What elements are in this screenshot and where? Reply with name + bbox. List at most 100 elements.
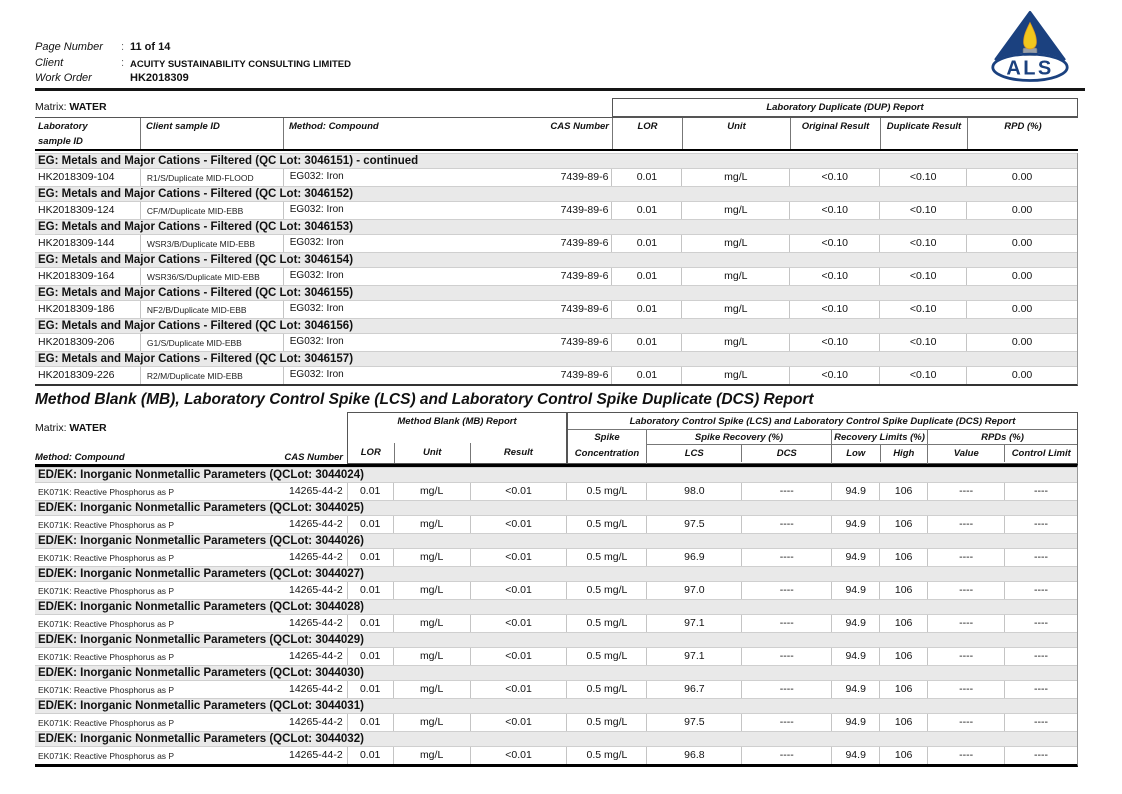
method-compound-cell: EG032: Iron (282, 334, 548, 351)
duplicate-result-cell: <0.10 (879, 202, 966, 219)
spike-line1: Spike (594, 432, 620, 443)
cas2-cell: 14265-44-2 (288, 716, 343, 728)
dup-data-row: HK2018309-164 WSR36/S/Duplicate MID-EBB … (35, 268, 1077, 285)
low-cell: 94.9 (831, 714, 879, 731)
result-cell: <0.01 (469, 681, 567, 698)
unit-cell: mg/L (681, 367, 789, 384)
mb-data-row: EK071K: Reactive Phosphorus as P 14265-4… (35, 516, 1077, 533)
col2-low: Low (846, 448, 866, 459)
mb-lcs-report-table: Matrix: WATER Method: Compound CAS Numbe… (35, 412, 1078, 772)
logo-flame-icon (1023, 21, 1037, 50)
qclot-group-header: ED/EK: Inorganic Nonmetallic Parameters … (35, 632, 1077, 648)
cas2-cell: 14265-44-2 (288, 683, 343, 695)
unit2-cell: mg/L (392, 714, 470, 731)
matrix-line-2: Matrix: WATER (35, 422, 107, 434)
spike-concentration-cell: 0.5 mg/L (566, 483, 646, 500)
cas-number-cell: 7439-89-6 (560, 237, 609, 249)
client-label: Client (35, 57, 64, 69)
duplicate-result-cell: <0.10 (879, 169, 966, 186)
dup-data-row: HK2018309-226 R2/M/Duplicate MID-EBB EG0… (35, 367, 1077, 384)
result-cell: <0.01 (469, 549, 567, 566)
unit2-cell: mg/L (392, 681, 470, 698)
value-cell: ---- (927, 483, 1004, 500)
high-cell: 106 (879, 582, 927, 599)
rpd-cell: 0.00 (966, 367, 1077, 384)
rpd-cell: 0.00 (966, 169, 1077, 186)
lcs-cell: 96.7 (646, 681, 741, 698)
page-number-label: Page Number (35, 41, 103, 53)
low-cell: 94.9 (831, 582, 879, 599)
dcs-cell: ---- (741, 681, 831, 698)
lcs-cell: 97.5 (646, 714, 741, 731)
low-cell: 94.9 (831, 483, 879, 500)
lab-sample-id-cell: HK2018309-124 (38, 204, 115, 216)
header-rule (35, 88, 1085, 91)
lor-cell: 0.01 (611, 169, 681, 186)
lab-sample-id-cell: HK2018309-104 (38, 171, 115, 183)
low-cell: 94.9 (831, 681, 879, 698)
client-value: ACUITY SUSTAINABILITY CONSULTING LIMITED (130, 59, 351, 70)
col-lor: LOR (612, 118, 682, 149)
spike-concentration-cell: 0.5 mg/L (566, 747, 646, 764)
mb-data-row: EK071K: Reactive Phosphorus as P 14265-4… (35, 747, 1077, 764)
dcs-cell: ---- (741, 648, 831, 665)
method2-cell: EK071K: Reactive Phosphorus as P (38, 718, 175, 728)
method-compound-cell: EG032: Iron (282, 301, 548, 318)
original-result-cell: <0.10 (789, 169, 879, 186)
method-compound-cell: EG032: Iron (282, 235, 548, 252)
result-cell: <0.01 (469, 615, 567, 632)
qc-lot-group-header: EG: Metals and Major Cations - Filtered … (35, 153, 1077, 169)
method2-cell: EK071K: Reactive Phosphorus as P (38, 751, 175, 761)
dup-data-row: HK2018309-144 WSR3/B/Duplicate MID-EBB E… (35, 235, 1077, 252)
client-sample-id-cell: WSR3/B/Duplicate MID-EBB (139, 235, 283, 252)
method2-cell: EK071K: Reactive Phosphorus as P (38, 619, 175, 629)
lor-cell: 0.01 (611, 301, 681, 318)
col-lab-line2: sample ID (38, 136, 83, 147)
original-result-cell: <0.10 (789, 367, 879, 384)
method-compound-cell: EG032: Iron (282, 169, 548, 186)
high-cell: 106 (879, 714, 927, 731)
col2-cas-number: CAS Number (284, 452, 343, 463)
cas2-cell: 14265-44-2 (288, 551, 343, 563)
col-duplicate-result: Duplicate Result (880, 118, 967, 149)
dup-rows: EG: Metals and Major Cations - Filtered … (35, 153, 1078, 386)
spike-concentration-cell: 0.5 mg/L (566, 714, 646, 731)
spike-concentration-cell: 0.5 mg/L (566, 681, 646, 698)
dup-span-header-box: Laboratory Duplicate (DUP) Report (612, 98, 1078, 117)
lcs-cell: 96.9 (646, 549, 741, 566)
unit2-cell: mg/L (392, 648, 470, 665)
method-compound-cell: EG032: Iron (282, 202, 548, 219)
qclot-group-header: ED/EK: Inorganic Nonmetallic Parameters … (35, 698, 1077, 714)
qc-lot-group-header: EG: Metals and Major Cations - Filtered … (35, 186, 1077, 202)
dup-data-row: HK2018309-104 R1/S/Duplicate MID-FLOOD E… (35, 169, 1077, 186)
col-client-sample-id: Client sample ID (140, 118, 283, 149)
control-limit-cell: ---- (1004, 483, 1077, 500)
control-limit-cell: ---- (1004, 549, 1077, 566)
col2-rpds: RPDs (%) (928, 430, 1077, 445)
col2-method-compound: Method: Compound (35, 452, 125, 463)
value-cell: ---- (927, 648, 1004, 665)
unit-cell: mg/L (681, 169, 789, 186)
low-cell: 94.9 (831, 648, 879, 665)
col2-value: Value (953, 448, 979, 459)
high-cell: 106 (879, 648, 927, 665)
lcs-cell: 96.8 (646, 747, 741, 764)
mb-data-row: EK071K: Reactive Phosphorus as P 14265-4… (35, 648, 1077, 665)
lor2-cell: 0.01 (346, 582, 393, 599)
lor2-cell: 0.01 (346, 648, 393, 665)
control-limit-cell: ---- (1004, 681, 1077, 698)
dcs-cell: ---- (741, 549, 831, 566)
lcs-span-box: Laboratory Control Spike (LCS) and Labor… (567, 412, 1078, 464)
mb-data-row: EK071K: Reactive Phosphorus as P 14265-4… (35, 549, 1077, 566)
col2-lcs: LCS (684, 448, 704, 459)
lor-cell: 0.01 (611, 268, 681, 285)
lab-sample-id-cell: HK2018309-226 (38, 369, 115, 381)
qclot-group-header: ED/EK: Inorganic Nonmetallic Parameters … (35, 533, 1077, 549)
cas-number-cell: 7439-89-6 (560, 270, 609, 282)
rpd-cell: 0.00 (966, 301, 1077, 318)
mb-span-box: Method Blank (MB) Report LOR Unit Result (347, 412, 567, 464)
rpd-cell: 0.00 (966, 202, 1077, 219)
lcs-cell: 97.5 (646, 516, 741, 533)
dcs-cell: ---- (741, 714, 831, 731)
